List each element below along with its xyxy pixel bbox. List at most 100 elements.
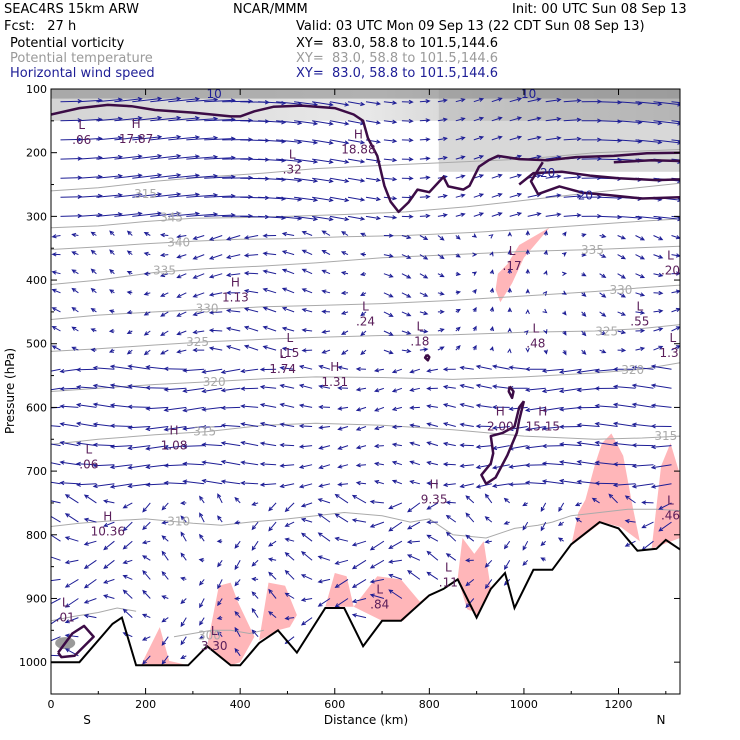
extremum-value-13: 1.74 [269, 362, 296, 376]
wind-vector-777 [161, 520, 169, 525]
field-name-wind: Horizontal wind speed [10, 66, 155, 81]
wind-vector-492 [59, 368, 79, 374]
wind-vector-549 [459, 383, 474, 389]
wind-vector-877 [300, 574, 313, 580]
pv-shading-region-7 [325, 573, 354, 607]
wind-vector-603 [163, 426, 187, 432]
wind-vector-329 [281, 268, 295, 275]
wind-vector-849 [301, 551, 313, 561]
wind-vector-62 [527, 116, 542, 122]
wind-vector-372 [437, 291, 445, 296]
wind-speed-label-2: 10 [521, 87, 536, 101]
field-xy-wind: XY= 83.0, 58.8 to 101.5,144.6 [296, 66, 499, 81]
extremum-high-marker-18: H [169, 423, 178, 437]
wind-vector-112 [168, 154, 201, 160]
wind-vector-384 [653, 290, 664, 296]
wind-vector-435 [301, 328, 313, 333]
wind-vector-514 [459, 365, 474, 371]
wind-vector-871 [198, 579, 205, 586]
wind-vector-15 [312, 101, 334, 107]
wind-vector-576 [318, 404, 331, 410]
wind-vector-316 [51, 270, 61, 275]
wind-vector-201 [509, 192, 523, 198]
wind-vector-189 [294, 196, 319, 202]
wind-vector-504 [279, 365, 295, 371]
wind-vector-534 [182, 387, 205, 393]
wind-vector-146 [150, 173, 182, 179]
wind-vector-423 [90, 328, 97, 333]
wind-vector-491 [51, 368, 61, 372]
wind-vector-200 [491, 193, 503, 198]
wind-vector-615 [391, 424, 402, 430]
wind-vector-105 [671, 139, 680, 142]
wind-vector-40 [132, 115, 163, 122]
extremum-low-marker-13: L [279, 347, 286, 361]
wind-vector-246 [51, 234, 61, 239]
extremum-low-marker-3: L [289, 148, 296, 162]
wind-vector-920 [268, 610, 277, 618]
extremum-high-marker-7: H [231, 276, 240, 290]
wind-vector-185 [222, 194, 254, 200]
wind-vector-70 [671, 120, 680, 123]
wind-vector-440 [401, 330, 412, 335]
wind-vector-276 [599, 233, 607, 239]
extremum-value-9: .18 [410, 335, 429, 349]
wind-vector-596 [51, 425, 61, 427]
wind-vector-719 [373, 480, 385, 485]
theta-contour-300 [173, 629, 264, 638]
wind-vector-29 [563, 98, 582, 103]
wind-vector-786 [317, 513, 331, 523]
wind-vector-780 [217, 515, 223, 523]
wind-vector-277 [617, 235, 627, 240]
wind-vector-312 [617, 254, 627, 260]
wind-vector-473 [360, 349, 367, 356]
wind-vector-311 [599, 253, 607, 258]
wind-vector-39 [114, 116, 143, 122]
extremum-value-20: 9.35 [421, 493, 448, 507]
wind-vector-176 [60, 194, 83, 199]
wind-vector-6 [150, 96, 182, 103]
wind-vector-729 [541, 479, 564, 485]
wind-vector-448 [543, 329, 548, 335]
wind-vector-516 [491, 364, 510, 370]
wind-vector-250 [126, 230, 133, 236]
wind-vector-801 [624, 519, 636, 524]
wind-vector-76 [150, 134, 182, 141]
pv-shading-region-1 [495, 227, 550, 303]
wind-vector-378 [542, 290, 548, 296]
wind-vector-254 [192, 235, 205, 240]
wind-vector-144 [114, 173, 143, 179]
wind-vector-291 [225, 254, 241, 259]
wind-vector-418 [635, 310, 646, 315]
wind-vector-888 [51, 598, 61, 606]
wind-vector-886 [484, 579, 493, 590]
wind-vector-907 [388, 589, 403, 599]
wind-vector-879 [334, 578, 349, 589]
wind-vector-179 [114, 192, 143, 198]
wind-vector-890 [83, 598, 97, 604]
wind-vector-551 [491, 384, 510, 389]
terrain-line [51, 520, 680, 667]
extremum-value-18: 1.08 [161, 438, 188, 452]
wind-vector-817 [284, 537, 295, 542]
wind-vector-861 [522, 559, 529, 566]
wind-vector-336 [419, 273, 429, 279]
wind-vector-150 [222, 175, 254, 180]
wind-vector-314 [653, 254, 664, 259]
wind-vector-198 [455, 193, 466, 198]
wind-vector-55 [401, 118, 414, 124]
wind-vector-744 [199, 495, 205, 504]
wind-vector-286 [143, 251, 151, 257]
wind-vector-653 [442, 441, 456, 447]
wind-vector-317 [71, 269, 79, 275]
wind-vector-343 [543, 270, 548, 276]
stratosphere-pv-shading-top [51, 89, 680, 99]
wind-vector-374 [472, 288, 477, 294]
wind-vector-356 [143, 291, 151, 296]
wind-vector-716 [318, 483, 331, 488]
extremum-low-marker-11: L [636, 299, 643, 313]
theta-contour-345 [51, 182, 680, 229]
wind-vector-661 [576, 440, 600, 447]
wind-vector-395 [208, 310, 223, 315]
wind-vector-428 [176, 330, 187, 336]
